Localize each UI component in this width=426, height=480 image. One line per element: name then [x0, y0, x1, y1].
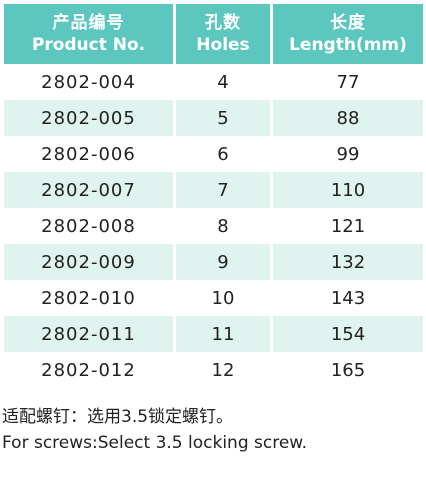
holes-cell: 6: [176, 136, 273, 172]
length-cell: 143: [273, 280, 423, 316]
header-label-en: Length(mm): [289, 35, 407, 55]
table-row: 2802-012 12 165: [4, 352, 423, 388]
length-cell: 132: [273, 244, 423, 280]
length-cell: 110: [273, 172, 423, 208]
header-product-no: 产品编号 Product No.: [4, 4, 176, 64]
product-no-cell: 2802-006: [4, 136, 176, 172]
table-row: 2802-004 4 77: [4, 64, 423, 100]
header-label-en: Holes: [196, 35, 250, 55]
length-cell: 121: [273, 208, 423, 244]
table-row: 2802-007 7 110: [4, 172, 423, 208]
holes-cell: 10: [176, 280, 273, 316]
product-no-cell: 2802-007: [4, 172, 176, 208]
header-row: 产品编号 Product No. 孔数 Holes 长度 Length(mm): [4, 4, 423, 64]
header-label-cn: 产品编号: [52, 13, 125, 33]
holes-cell: 4: [176, 64, 273, 100]
screw-note-cn: 适配螺钉：选用3.5锁定螺钉。: [2, 407, 234, 427]
product-no-cell: 2802-012: [4, 352, 176, 388]
header-length: 长度 Length(mm): [273, 4, 423, 64]
header-label-cn: 长度: [330, 13, 366, 33]
holes-cell: 9: [176, 244, 273, 280]
screw-note: 适配螺钉：选用3.5锁定螺钉。 For screws:Select 3.5 lo…: [2, 404, 422, 456]
length-cell: 99: [273, 136, 423, 172]
header-holes: 孔数 Holes: [176, 4, 273, 64]
screw-note-en: For screws:Select 3.5 locking screw.: [2, 433, 308, 453]
product-no-cell: 2802-004: [4, 64, 176, 100]
table-row: 2802-011 11 154: [4, 316, 423, 352]
length-cell: 154: [273, 316, 423, 352]
product-no-cell: 2802-005: [4, 100, 176, 136]
table-row: 2802-009 9 132: [4, 244, 423, 280]
spec-table: 产品编号 Product No. 孔数 Holes 长度 Length(mm) …: [4, 4, 423, 388]
holes-cell: 11: [176, 316, 273, 352]
product-no-cell: 2802-009: [4, 244, 176, 280]
header-label-cn: 孔数: [205, 13, 241, 33]
product-no-cell: 2802-010: [4, 280, 176, 316]
table-row: 2802-010 10 143: [4, 280, 423, 316]
holes-cell: 8: [176, 208, 273, 244]
length-cell: 77: [273, 64, 423, 100]
table-row: 2802-005 5 88: [4, 100, 423, 136]
length-cell: 165: [273, 352, 423, 388]
product-no-cell: 2802-008: [4, 208, 176, 244]
table-row: 2802-006 6 99: [4, 136, 423, 172]
header-label-en: Product No.: [31, 35, 146, 55]
table-row: 2802-008 8 121: [4, 208, 423, 244]
length-cell: 88: [273, 100, 423, 136]
holes-cell: 12: [176, 352, 273, 388]
holes-cell: 7: [176, 172, 273, 208]
holes-cell: 5: [176, 100, 273, 136]
product-no-cell: 2802-011: [4, 316, 176, 352]
